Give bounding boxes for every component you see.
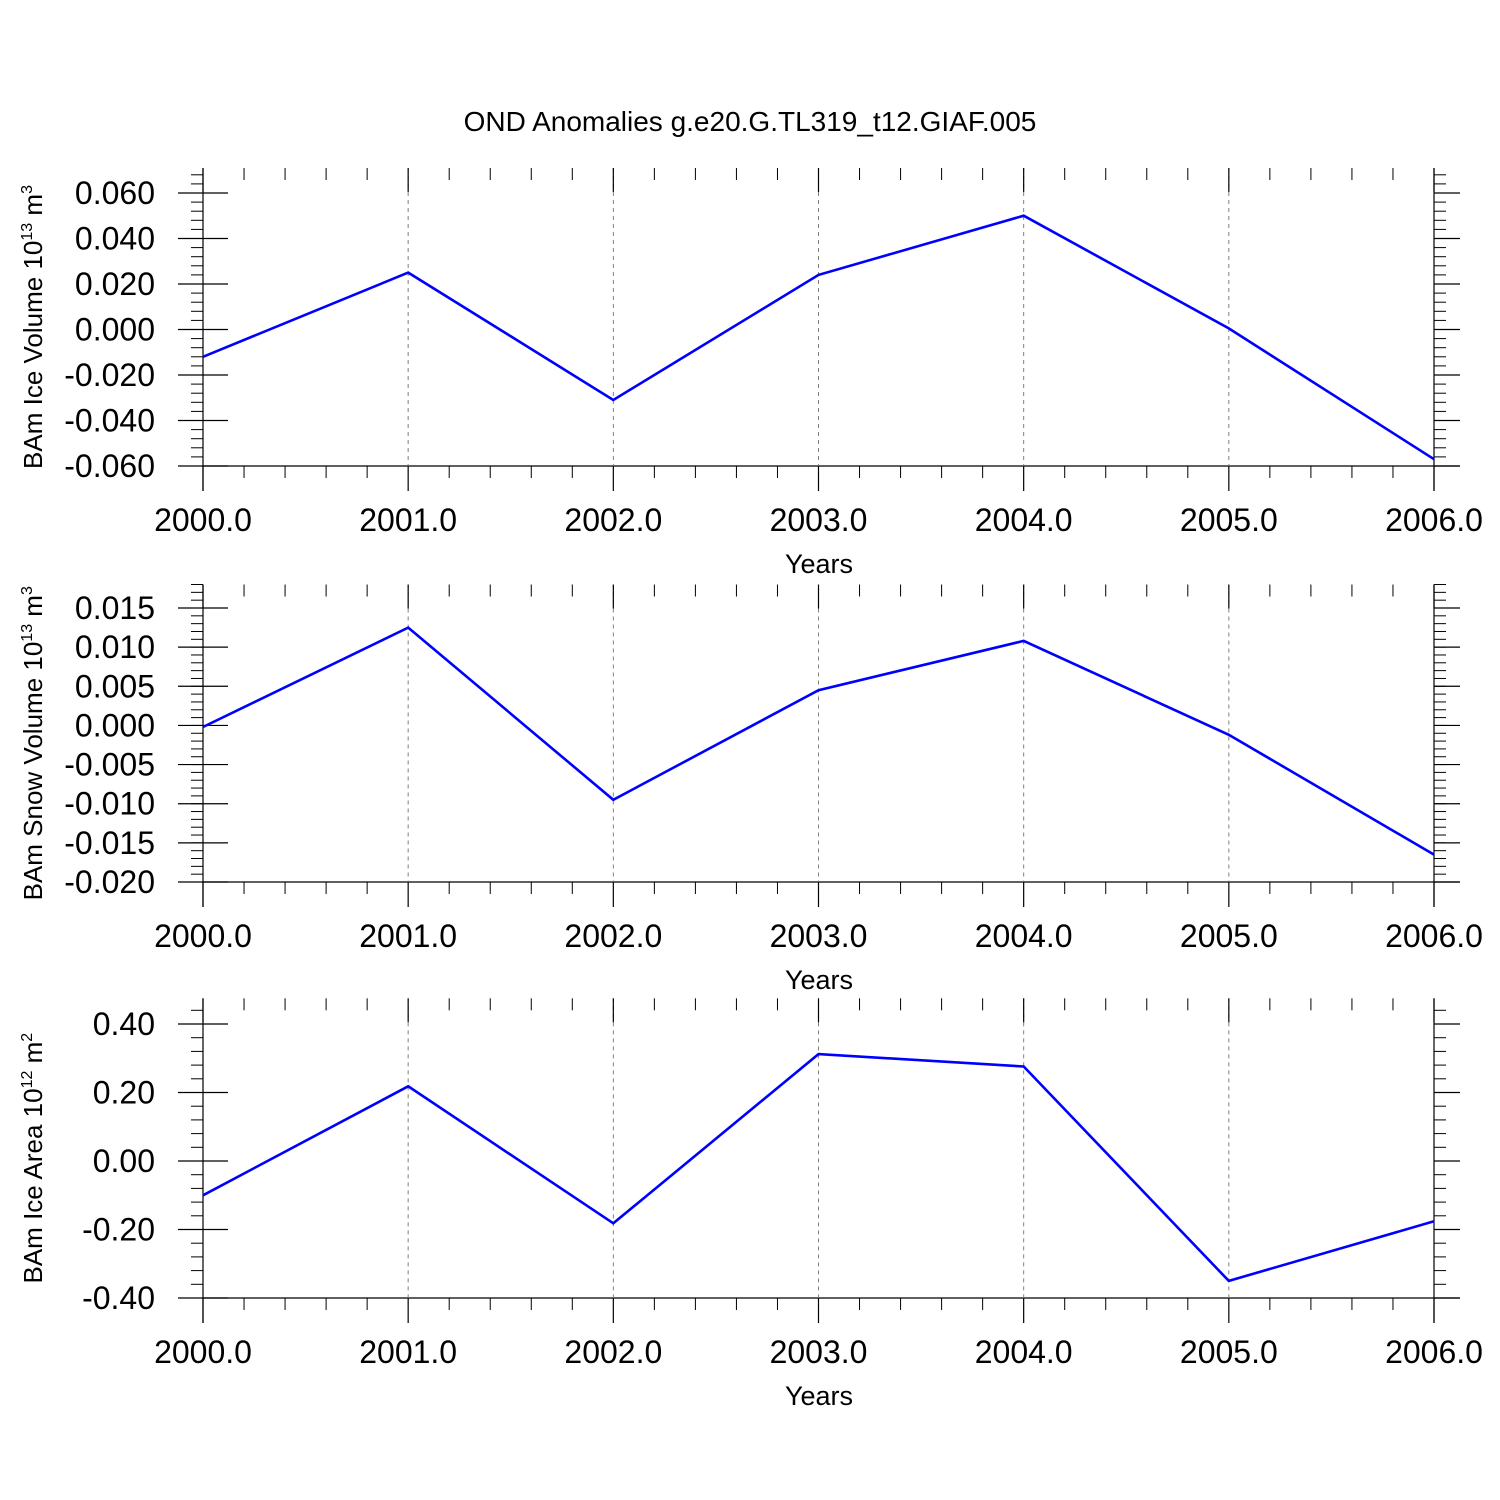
- y-axis-label-exp: 12: [19, 1071, 36, 1089]
- y-tick-label: -0.020: [64, 357, 155, 393]
- x-tick-label: 2003.0: [770, 918, 868, 954]
- y-axis-label: BAm Snow Volume 1013 m3: [18, 586, 48, 900]
- y-tick-label: 0.40: [93, 1006, 155, 1042]
- y-axis-label: BAm Ice Volume 1013 m3: [18, 185, 48, 469]
- chart-panel-1: 2000.0 2001.0 2002.0 2003.0 2004.0 2005.0 2006…: [18, 167, 1483, 579]
- x-tick-label: 2004.0: [975, 918, 1073, 954]
- y-tick-label: 0.000: [75, 312, 155, 348]
- x-tick-label: 2001.0: [359, 1334, 457, 1370]
- y-tick-label: 0.010: [75, 629, 155, 665]
- y-tick-label: -0.20: [82, 1212, 155, 1248]
- y-axis-label-unit-exp: 3: [19, 586, 36, 595]
- y-axis-label-exp: 13: [19, 223, 36, 241]
- x-axis-label: Years: [785, 549, 853, 579]
- x-tick-label: 2002.0: [564, 918, 662, 954]
- x-tick-label: 2000.0: [154, 502, 252, 538]
- y-tick-label: -0.40: [82, 1280, 155, 1316]
- y-axis-label-exp: 13: [19, 624, 36, 642]
- chart-panel-2: 2000.0 2001.0 2002.0 2003.0 2004.0 2005.0 2006…: [18, 584, 1483, 995]
- x-tick-label: 2005.0: [1180, 918, 1278, 954]
- y-tick-label: 0.040: [75, 221, 155, 257]
- y-tick-label: 0.060: [75, 175, 155, 211]
- y-axis-label-main: BAm Ice Area 10: [18, 1088, 48, 1283]
- y-tick-label: -0.020: [64, 864, 155, 900]
- y-axis-label-main: BAm Ice Volume 10: [18, 241, 48, 469]
- y-tick-label: 0.000: [75, 707, 155, 743]
- y-tick-label: -0.005: [64, 747, 155, 783]
- y-tick-label: -0.015: [64, 825, 155, 861]
- x-tick-label: 2006.0: [1385, 918, 1483, 954]
- y-tick-label: 0.20: [93, 1075, 155, 1111]
- y-tick-label: 0.020: [75, 266, 155, 302]
- y-axis-label-unit-exp: 2: [19, 1033, 36, 1042]
- x-tick-label: 2006.0: [1385, 1334, 1483, 1370]
- y-tick-label: 0.015: [75, 590, 155, 626]
- y-tick-label: 0.005: [75, 668, 155, 704]
- x-tick-label: 2004.0: [975, 502, 1073, 538]
- x-tick-label: 2001.0: [359, 502, 457, 538]
- x-tick-label: 2004.0: [975, 1334, 1073, 1370]
- chart-panel-3: 2000.0 2001.0 2002.0 2003.0 2004.0 2005.0 2006…: [18, 998, 1483, 1411]
- x-axis-label: Years: [785, 1381, 853, 1411]
- x-tick-label: 2003.0: [770, 1334, 868, 1370]
- y-tick-label: -0.060: [64, 448, 155, 484]
- x-tick-label: 2000.0: [154, 918, 252, 954]
- x-tick-label: 2002.0: [564, 502, 662, 538]
- x-tick-label: 2002.0: [564, 1334, 662, 1370]
- y-axis-label-unit: m: [18, 595, 48, 624]
- x-tick-label: 2001.0: [359, 918, 457, 954]
- y-axis-label-unit-exp: 3: [19, 185, 36, 194]
- x-axis-label: Years: [785, 965, 853, 995]
- y-axis-label-unit: m: [18, 1042, 48, 1071]
- x-tick-label: 2006.0: [1385, 502, 1483, 538]
- figure-title: OND Anomalies g.e20.G.TL319_t12.GIAF.005: [464, 106, 1037, 137]
- y-tick-label: -0.010: [64, 786, 155, 822]
- y-axis-label-main: BAm Snow Volume 10: [18, 642, 48, 901]
- y-axis-label-unit: m: [18, 194, 48, 223]
- x-tick-label: 2005.0: [1180, 1334, 1278, 1370]
- series-line: [202, 626, 1435, 856]
- y-tick-label: -0.040: [64, 403, 155, 439]
- panels: 2000.0 2001.0 2002.0 2003.0 2004.0 2005.0 2006…: [18, 167, 1483, 1411]
- y-tick-label: 0.00: [93, 1143, 155, 1179]
- y-axis-label: BAm Ice Area 1012 m2: [18, 1033, 48, 1284]
- x-tick-label: 2000.0: [154, 1334, 252, 1370]
- x-tick-label: 2003.0: [770, 502, 868, 538]
- x-tick-label: 2005.0: [1180, 502, 1278, 538]
